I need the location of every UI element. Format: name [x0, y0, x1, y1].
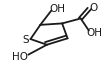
Text: OH: OH	[86, 28, 102, 38]
Text: S: S	[22, 35, 29, 45]
Text: HO: HO	[12, 52, 28, 62]
Text: OH: OH	[49, 4, 65, 14]
Text: O: O	[90, 3, 98, 13]
